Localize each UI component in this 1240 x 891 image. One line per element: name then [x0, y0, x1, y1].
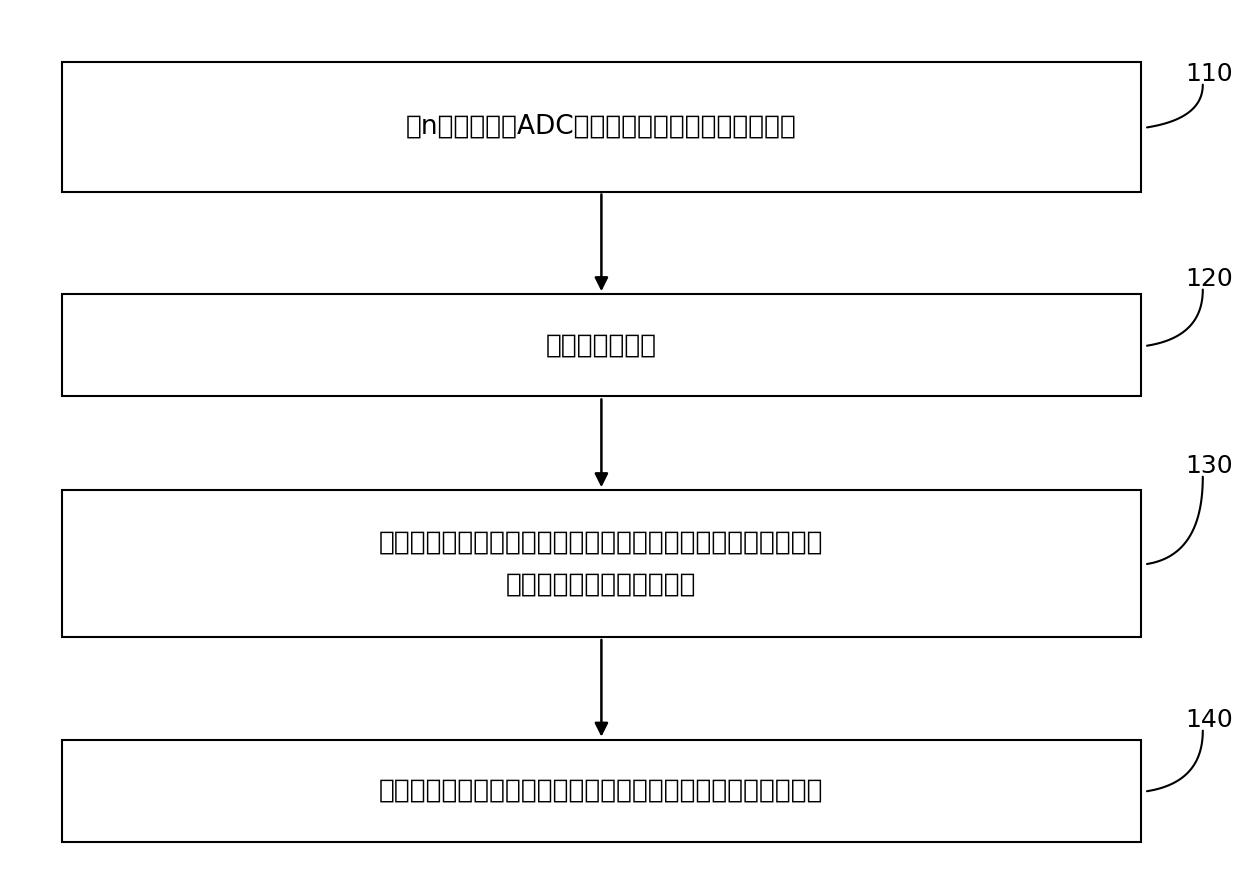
FancyBboxPatch shape: [62, 740, 1141, 842]
FancyBboxPatch shape: [62, 294, 1141, 396]
Text: 110: 110: [1185, 62, 1233, 86]
FancyBboxPatch shape: [62, 62, 1141, 192]
Text: 产生前导码序列: 产生前导码序列: [546, 332, 657, 358]
Text: 130: 130: [1185, 454, 1233, 478]
FancyBboxPatch shape: [62, 490, 1141, 637]
Text: 120: 120: [1185, 267, 1233, 291]
Text: 140: 140: [1185, 708, 1233, 732]
Text: 产生与新串行数据相匹配的时钟信号，发送时钟信号至解码装置: 产生与新串行数据相匹配的时钟信号，发送时钟信号至解码装置: [379, 778, 823, 804]
Text: 将串行数据与所产生的前导码序列进行拼合，得到新串行数据，
发送新串行数据至解码装置: 将串行数据与所产生的前导码序列进行拼合，得到新串行数据， 发送新串行数据至解码装…: [379, 529, 823, 598]
Text: 将n个时间交织ADC芯片的采样数据转换成串行数据: 将n个时间交织ADC芯片的采样数据转换成串行数据: [405, 114, 797, 140]
